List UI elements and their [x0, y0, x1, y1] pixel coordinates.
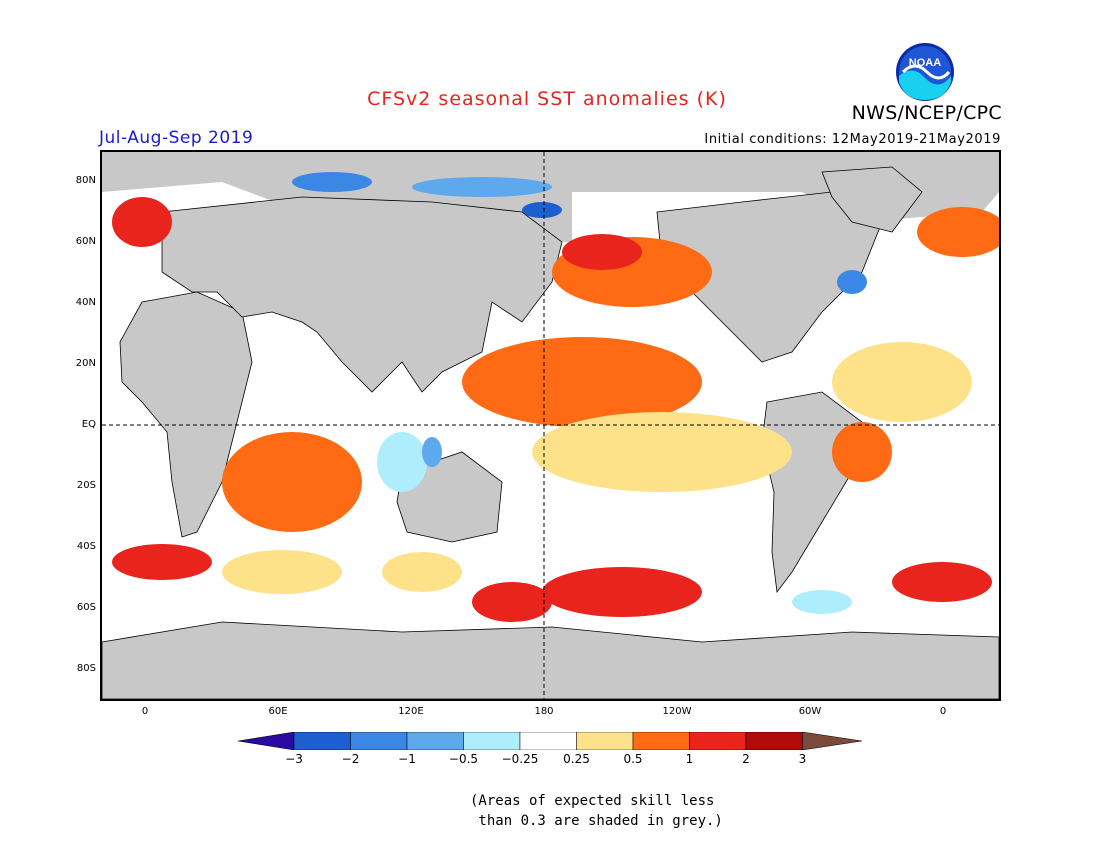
x-label-60e: 60E [268, 706, 288, 717]
colorbar-segment [406, 732, 464, 750]
y-label-20n: 20N [75, 358, 96, 369]
skill-footnote: (Areas of expected skill less than 0.3 a… [470, 791, 750, 831]
colorbar-tick-label: −0.25 [501, 752, 539, 766]
y-label-20s: 20S [76, 480, 96, 491]
logo-text: NOAA [909, 57, 941, 69]
colorbar-segment [632, 732, 690, 750]
colorbar-tick-label: −3 [285, 752, 303, 766]
colorbar-segment [350, 732, 408, 750]
colorbar-tick-label: 1 [685, 752, 694, 766]
colorbar-tick-label: 2 [742, 752, 750, 766]
y-label-eq: EQ [81, 419, 96, 430]
greenland [821, 166, 923, 233]
colorbar-tick-label: −2 [341, 752, 360, 766]
season-label: Jul-Aug-Sep 2019 [99, 128, 254, 148]
north-america [656, 191, 883, 363]
y-label-60n: 60N [75, 236, 96, 247]
x-label-180: 180 [534, 706, 554, 717]
antarctica [102, 621, 999, 699]
warm-anomalies [112, 197, 999, 622]
colorbar-tick-label: −0.5 [448, 752, 479, 766]
colorbar-tick-label: 3 [798, 752, 807, 766]
y-label-80s: 80S [76, 663, 96, 674]
map-title: CFSv2 seasonal SST anomalies (K) [367, 88, 727, 110]
colorbar-segment [463, 732, 521, 750]
y-label-60s: 60S [76, 602, 96, 613]
noaa-logo-icon: NOAA [896, 43, 954, 101]
colorbar-segment [519, 732, 577, 750]
colorbar-tick-label: 0.5 [623, 752, 643, 766]
sst-anomaly-map [100, 150, 1001, 701]
x-label-0: 0 [141, 706, 149, 717]
x-label-120w: 120W [662, 706, 692, 717]
colorbar-segment [576, 732, 634, 750]
y-label-40s: 40S [76, 541, 96, 552]
eurasia [161, 196, 563, 393]
x-label-120e: 120E [398, 706, 424, 717]
cool-anomalies [292, 172, 867, 614]
africa [119, 291, 253, 538]
colorbar-min-triangle [238, 732, 295, 750]
x-label-0-right: 0 [939, 706, 947, 717]
agency-label: NWS/NCEP/CPC [851, 102, 1002, 124]
y-label-40n: 40N [75, 297, 96, 308]
colorbar-tick-label: 0.25 [563, 752, 590, 766]
colorbar-segment [745, 732, 803, 750]
initial-conditions-label: Initial conditions: 12May2019-21May2019 [704, 132, 1001, 147]
map-canvas [102, 152, 999, 699]
x-label-60w: 60W [798, 706, 822, 717]
land-masses [102, 166, 999, 699]
colorbar-max-triangle [802, 732, 862, 750]
colorbar-segment [689, 732, 747, 750]
colorbar-segment [293, 732, 351, 750]
y-label-80n: 80N [75, 175, 96, 186]
colorbar [238, 732, 862, 750]
footnote-line-1: (Areas of expected skill less [470, 793, 715, 809]
footnote-line-2: than 0.3 are shaded in grey.) [470, 813, 723, 829]
colorbar-tick-label: −1 [398, 752, 416, 766]
